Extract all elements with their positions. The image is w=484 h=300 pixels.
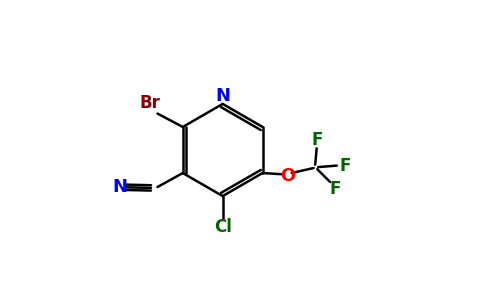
Text: Cl: Cl [214, 218, 232, 236]
Text: F: F [312, 131, 323, 149]
Text: Br: Br [140, 94, 161, 112]
Text: O: O [280, 167, 295, 185]
Text: N: N [215, 87, 230, 105]
Text: F: F [339, 157, 350, 175]
Text: F: F [330, 180, 341, 198]
Text: N: N [113, 178, 128, 196]
